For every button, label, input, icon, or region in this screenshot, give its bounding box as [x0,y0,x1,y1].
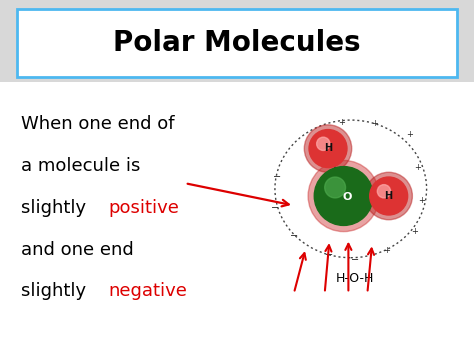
Text: When one end of: When one end of [21,115,175,133]
Text: slightly: slightly [21,282,92,300]
Circle shape [317,137,330,151]
Text: Polar Molecules: Polar Molecules [113,29,361,57]
Text: +: + [411,227,418,236]
FancyBboxPatch shape [17,9,457,77]
Text: −: − [351,255,360,265]
Text: +: + [407,130,413,139]
Text: +: + [383,246,390,255]
Text: +: + [338,118,345,127]
Text: +: + [419,196,425,205]
Circle shape [309,130,347,168]
Text: −: − [273,172,282,182]
Text: slightly: slightly [21,199,92,217]
Text: −: − [271,203,279,213]
Text: positive: positive [108,199,179,217]
FancyBboxPatch shape [0,82,474,355]
Circle shape [304,125,352,172]
Text: H: H [324,143,332,153]
Text: −: − [290,231,298,241]
Circle shape [314,166,373,225]
Text: −: − [325,250,334,260]
Text: +: + [414,163,420,172]
Text: H-O-H: H-O-H [336,272,374,285]
Circle shape [325,177,346,198]
Text: O: O [343,192,352,202]
Text: +: + [371,119,378,128]
Circle shape [308,160,379,231]
Text: H: H [384,191,393,201]
Text: negative: negative [108,282,187,300]
Text: and one end: and one end [21,241,134,259]
Circle shape [370,177,408,215]
Text: a molecule is: a molecule is [21,157,141,175]
Circle shape [377,185,391,198]
Circle shape [365,172,412,220]
